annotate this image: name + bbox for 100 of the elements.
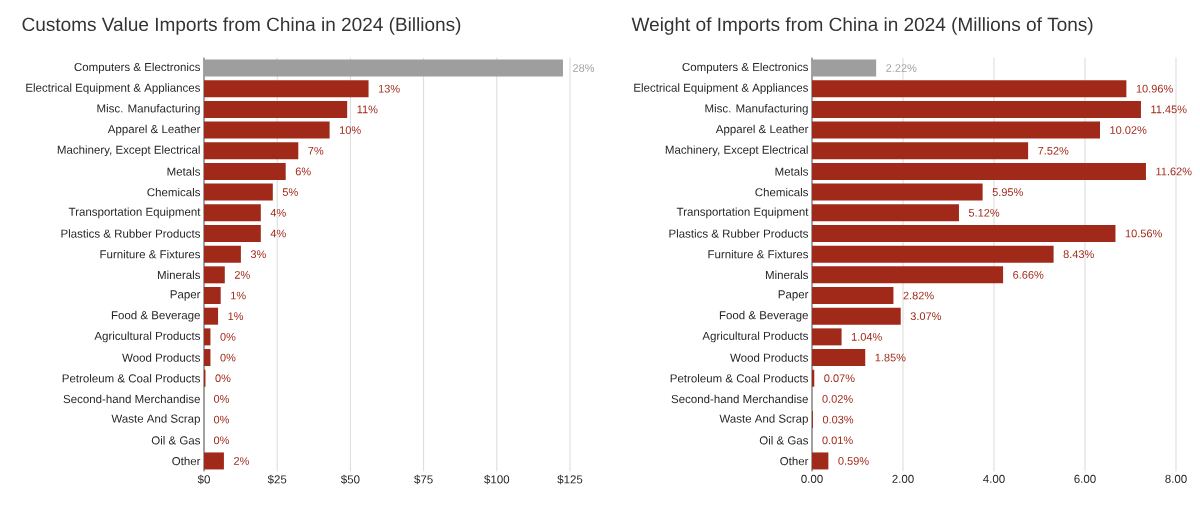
bar: [204, 204, 261, 222]
annotation: 10.56%: [1125, 229, 1162, 238]
y-tick-label: Second-hand Merchandise: [671, 394, 808, 404]
y-tick-label: Wood Products: [122, 353, 201, 362]
annotation: 11.62%: [1156, 167, 1192, 176]
annotation: 0%: [213, 436, 230, 445]
bar: [204, 100, 348, 118]
bar: [812, 142, 1029, 160]
annotation: 7.52%: [1038, 146, 1069, 155]
bar: [812, 183, 983, 201]
annotation: 28%: [573, 64, 595, 72]
x-tick-label: $125: [557, 474, 583, 485]
x-tick-label: $0: [197, 474, 210, 485]
bar: [204, 224, 261, 242]
x-tick-label: 0.00: [801, 474, 823, 483]
annotation: 0%: [213, 415, 230, 424]
x-tick-label: 8.00: [1165, 474, 1187, 483]
bar: [204, 162, 286, 180]
annotation: 2%: [234, 457, 249, 465]
y-tick-label: Oil & Gas: [759, 436, 809, 445]
y-tick-label: Metals: [167, 167, 201, 176]
bar: [204, 328, 211, 346]
bar: [812, 100, 1141, 118]
annotation: 6.66%: [1013, 270, 1044, 279]
y-tick-label: Food & Beverage: [111, 310, 200, 322]
bar: [812, 162, 1146, 180]
y-tick-label: Machinery, Except Electrical: [57, 145, 200, 157]
y-tick-label: Plastics & Rubber Products: [61, 229, 201, 238]
bar: [204, 142, 299, 160]
annotation: 10.02%: [1110, 126, 1147, 134]
annotation: 5.12%: [968, 208, 1000, 217]
y-tick-label: Waste And Scrap: [719, 414, 808, 425]
y-tick-label: Chemicals: [147, 187, 201, 197]
y-tick-label: Paper: [170, 290, 201, 301]
x-tick-label: 2.00: [892, 474, 914, 483]
bar: [812, 266, 1004, 284]
y-tick-label: Second-hand Merchandise: [63, 394, 200, 404]
y-tick-label: Paper: [778, 290, 809, 301]
bar: [812, 121, 1100, 139]
bar: [812, 452, 829, 470]
y-tick-label: Computers & Electronics: [682, 62, 809, 74]
annotation: 2%: [234, 270, 250, 279]
annotation: 0.03%: [822, 415, 854, 424]
annotation: 1.85%: [875, 353, 906, 362]
y-tick-label: Machinery, Except Electrical: [665, 145, 808, 157]
x-tick-label: 6.00: [1074, 474, 1096, 483]
annotation: 1%: [228, 312, 244, 321]
bar: [204, 183, 273, 201]
y-tick-label: Petroleum & Coal Products: [670, 374, 809, 383]
annotation: 0%: [215, 374, 231, 383]
y-tick-label: Food & Beverage: [719, 310, 808, 322]
bar: [812, 328, 842, 346]
y-tick-label: Minerals: [157, 270, 201, 280]
annotation: 0%: [220, 332, 236, 341]
bar: [204, 287, 221, 305]
bar: [812, 204, 959, 222]
y-tick-label: Petroleum & Coal Products: [62, 374, 201, 383]
y-tick-label: Computers & Electronics: [74, 62, 201, 74]
annotation: 2.82%: [903, 291, 934, 300]
bar: [204, 307, 219, 325]
annotation: 1%: [231, 291, 246, 300]
annotation: 10%: [339, 126, 361, 134]
annotation: 2.22%: [886, 64, 917, 72]
y-tick-label: Misc. Manufacturing: [97, 104, 200, 115]
y-tick-label: Other: [780, 456, 809, 466]
x-tick-label: $100: [484, 474, 510, 485]
bar: [812, 224, 1116, 242]
y-tick-label: Waste And Scrap: [111, 414, 200, 425]
y-tick-label: Oil & Gas: [151, 436, 201, 445]
bar: [812, 349, 866, 367]
bar: [204, 266, 225, 284]
y-tick-label: Transportation Equipment: [676, 207, 809, 219]
annotation: 0.02%: [822, 395, 853, 403]
annotation: 4%: [270, 208, 286, 217]
annotation: 0.59%: [838, 457, 869, 465]
annotation: 4%: [270, 229, 286, 238]
annotation: 0.07%: [824, 374, 855, 383]
bar: [812, 307, 901, 325]
bar: [812, 287, 894, 305]
y-tick-label: Metals: [775, 167, 809, 176]
bar: [204, 349, 211, 367]
annotation: 0%: [220, 353, 236, 362]
y-tick-label: Apparel & Leather: [107, 124, 201, 136]
y-tick-label: Misc. Manufacturing: [705, 104, 808, 115]
annotation: 13%: [378, 84, 400, 93]
annotation: 5.95%: [992, 188, 1023, 197]
bar: [812, 245, 1054, 263]
bar: [812, 80, 1127, 98]
y-tick-label: Minerals: [765, 270, 809, 280]
bar: [204, 121, 330, 139]
annotation: 0.01%: [822, 436, 853, 445]
annotation: 3.07%: [910, 312, 942, 321]
x-tick-label: $25: [267, 474, 287, 485]
annotation: 10.96%: [1136, 84, 1173, 93]
y-tick-label: Other: [172, 456, 201, 466]
annotation: 3%: [250, 250, 266, 259]
bar: [204, 245, 241, 263]
y-tick-label: Apparel & Leather: [715, 124, 809, 136]
annotation: 1.04%: [851, 332, 882, 341]
annotation: 7%: [308, 146, 324, 155]
